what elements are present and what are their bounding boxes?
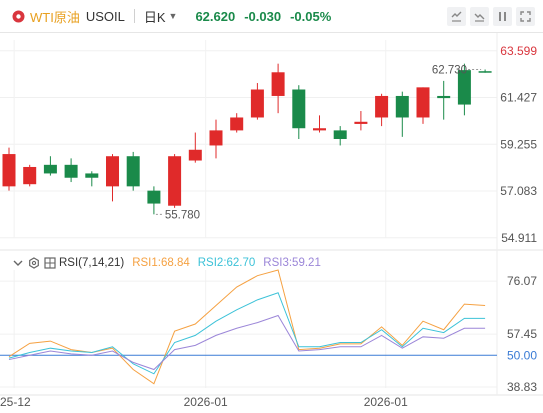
price-axis-label: 54.911 [501, 231, 537, 245]
candle-body [354, 121, 368, 124]
candle-body [43, 164, 57, 174]
candle-body [2, 154, 16, 187]
candle-body [395, 95, 409, 118]
candle-body [230, 117, 244, 131]
chevron-left-icon[interactable] [447, 7, 466, 26]
indicator-icon[interactable] [44, 257, 56, 269]
chart-header: WTI原油 USOIL 日K ▼ 62.620 -0.030 -0.05% [0, 0, 543, 32]
instrument-symbol: USOIL [85, 8, 125, 24]
candle-body [478, 71, 492, 73]
candle-body [437, 95, 451, 99]
candle-body [209, 130, 223, 146]
candle-body [313, 128, 326, 131]
candle-body [106, 156, 119, 187]
price-change: -0.030 [244, 8, 282, 24]
candle-body [188, 149, 202, 161]
candle-body [292, 89, 306, 129]
rsi-series-line-rsi1 [8, 269, 486, 385]
rsi-axis-label: 38.83 [507, 380, 537, 394]
rsi-series-line-rsi3 [8, 314, 486, 371]
rsi-axis-label: 76.07 [507, 274, 537, 288]
chevron-right-icon[interactable] [470, 7, 489, 26]
high-price-label: 62.730 [432, 64, 467, 76]
price-axis-label: 63.599 [500, 44, 537, 58]
rsi-header: RSI(7,14,21) RSI1:68.84 RSI2:62.70 RSI3:… [0, 255, 321, 271]
instrument-title: WTI原油 [30, 9, 80, 25]
time-axis-label: 25-12 [0, 395, 31, 409]
candle-body [64, 164, 78, 178]
candle-body [271, 72, 285, 96]
price-axis-label: 57.083 [500, 184, 537, 198]
rsi1-value: RSI1:68.84 [132, 257, 190, 269]
eye-icon[interactable] [12, 257, 24, 269]
price-axis-label: 59.255 [500, 137, 537, 151]
low-price-label: 55.780 [165, 209, 200, 221]
chevron-down-icon[interactable]: ▼ [168, 11, 178, 21]
rsi2-value: RSI2:62.70 [197, 257, 256, 269]
fullscreen-icon[interactable] [516, 7, 535, 26]
rsi-reference-label: 50.00 [507, 348, 537, 362]
candle-body [333, 130, 347, 139]
time-axis-label: 2026-01 [364, 395, 408, 409]
candle-body [126, 156, 140, 187]
header-rule [0, 32, 543, 33]
candle-body [375, 95, 389, 118]
oil-logo-icon [12, 10, 25, 23]
candle-body [147, 190, 161, 204]
price-axis-label: 61.427 [500, 91, 537, 105]
time-axis-label: 2026-01 [184, 395, 228, 409]
price-change-percent: -0.05% [290, 8, 332, 24]
period-selector[interactable]: 日K [143, 9, 166, 25]
toolbar [443, 7, 535, 26]
candle-body [23, 166, 37, 185]
candle-body [168, 156, 182, 206]
current-price: 62.620 [195, 8, 236, 24]
candle-body [416, 87, 430, 118]
rsi-series-line-rsi2 [8, 292, 486, 375]
candle-body [250, 89, 264, 118]
candle-body [457, 70, 471, 105]
rsi-axis-label: 57.45 [507, 327, 537, 341]
settings-icon[interactable] [28, 257, 40, 269]
drag-handle-icon[interactable] [493, 7, 512, 26]
rsi-indicator-name: RSI(7,14,21) [59, 257, 125, 269]
rsi3-value: RSI3:59.21 [263, 257, 321, 269]
header-divider [133, 9, 135, 23]
candle-body [85, 173, 99, 178]
